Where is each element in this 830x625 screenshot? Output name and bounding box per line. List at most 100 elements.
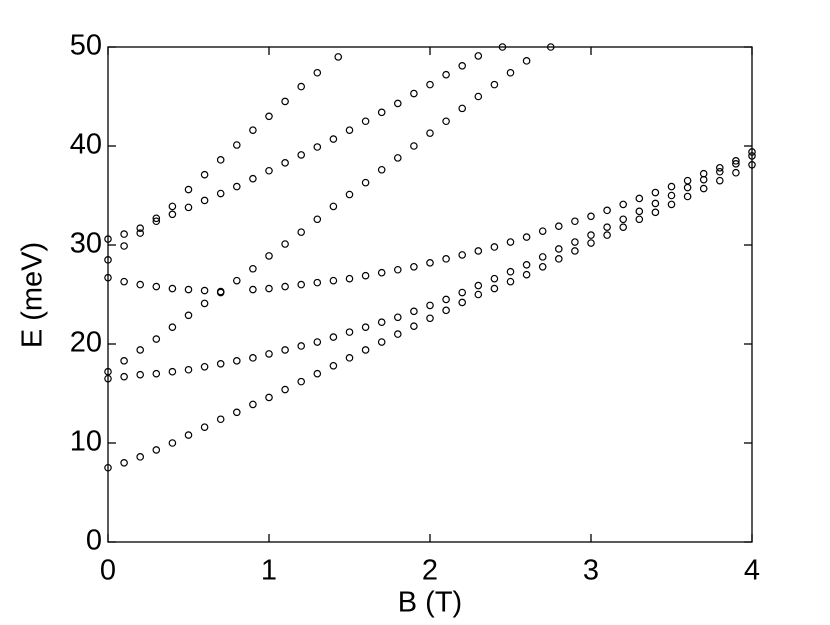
- data-point: [442, 117, 450, 126]
- data-point: [104, 463, 112, 472]
- data-point: [442, 306, 450, 315]
- data-point: [393, 154, 402, 162]
- data-point: [265, 166, 273, 175]
- data-point: [361, 117, 370, 126]
- data-point: [732, 168, 740, 177]
- data-point: [152, 217, 161, 226]
- data-point: [200, 170, 209, 179]
- data-point: [490, 243, 499, 251]
- data-point: [377, 165, 386, 174]
- data-point: [334, 53, 343, 61]
- data-point: [216, 156, 225, 164]
- data-point: [699, 169, 708, 178]
- y-tick-label: 50: [70, 30, 102, 62]
- data-point: [120, 372, 128, 381]
- data-point: [281, 385, 289, 394]
- data-point: [603, 231, 611, 239]
- data-point: [361, 346, 370, 354]
- data-point: [104, 273, 112, 282]
- data-point: [667, 191, 676, 200]
- data-point: [136, 280, 145, 289]
- data-point: [619, 200, 628, 209]
- data-point: [329, 135, 338, 143]
- data-point: [715, 167, 724, 176]
- x-tick-label: 1: [261, 555, 277, 587]
- data-point: [297, 280, 306, 289]
- data-point: [442, 295, 450, 304]
- data-point: [329, 333, 338, 341]
- data-point: [265, 284, 273, 293]
- data-point: [313, 215, 322, 224]
- data-point: [152, 214, 161, 223]
- x-tick-label: 0: [100, 555, 116, 587]
- data-point: [522, 270, 531, 279]
- data-point: [249, 174, 257, 183]
- y-tick-label: 20: [70, 327, 102, 359]
- x-tick-label: 2: [422, 555, 438, 587]
- data-point: [233, 408, 241, 417]
- data-point: [200, 362, 209, 371]
- data-point: [233, 276, 241, 285]
- data-point: [393, 313, 402, 322]
- data-point: [683, 192, 692, 201]
- data-point: [377, 338, 386, 346]
- data-point: [120, 357, 128, 365]
- data-point: [426, 259, 434, 267]
- data-point: [748, 152, 756, 160]
- data-point: [377, 108, 386, 117]
- data-point: [667, 200, 676, 209]
- data-point: [426, 314, 434, 323]
- data-point: [377, 318, 386, 327]
- y-tick-label: 10: [70, 426, 102, 458]
- data-point: [216, 359, 225, 368]
- data-point: [603, 206, 611, 215]
- data-point: [538, 262, 547, 271]
- data-point: [233, 141, 241, 149]
- data-point: [619, 215, 628, 224]
- data-point: [498, 43, 507, 51]
- data-point: [233, 357, 241, 365]
- data-point: [587, 239, 595, 247]
- data-point: [265, 112, 273, 121]
- data-point: [152, 282, 161, 291]
- data-point: [715, 176, 724, 185]
- data-point: [136, 224, 145, 232]
- data-point: [490, 274, 499, 283]
- data-point: [200, 299, 209, 308]
- data-point: [249, 285, 257, 294]
- plot-frame: [107, 46, 753, 543]
- data-point: [651, 208, 660, 217]
- data-point: [667, 182, 676, 191]
- data-point: [426, 80, 434, 89]
- data-point: [490, 80, 499, 89]
- data-point: [442, 255, 450, 263]
- data-point: [361, 323, 370, 331]
- data-point: [474, 290, 483, 299]
- data-point: [249, 354, 257, 362]
- data-point: [120, 242, 128, 250]
- data-point: [619, 223, 628, 231]
- data-point: [313, 278, 322, 287]
- data-point: [297, 228, 306, 236]
- data-point: [635, 207, 644, 216]
- data-point: [281, 282, 289, 291]
- data-point: [168, 202, 177, 211]
- data-point: [506, 68, 515, 77]
- data-point: [732, 160, 740, 168]
- data-point: [554, 255, 563, 263]
- data-point: [297, 82, 306, 91]
- data-point: [313, 68, 322, 77]
- data-point: [651, 199, 660, 208]
- data-point: [216, 287, 225, 296]
- data-point: [200, 423, 209, 431]
- data-point: [442, 70, 450, 79]
- data-point: [458, 288, 467, 297]
- data-point: [554, 222, 563, 230]
- data-point: [587, 231, 595, 239]
- data-point: [313, 143, 322, 151]
- y-tick-label: 30: [70, 228, 102, 260]
- data-point: [104, 235, 112, 243]
- data-point: [538, 253, 547, 261]
- data-point: [345, 328, 354, 336]
- data-point: [345, 190, 354, 199]
